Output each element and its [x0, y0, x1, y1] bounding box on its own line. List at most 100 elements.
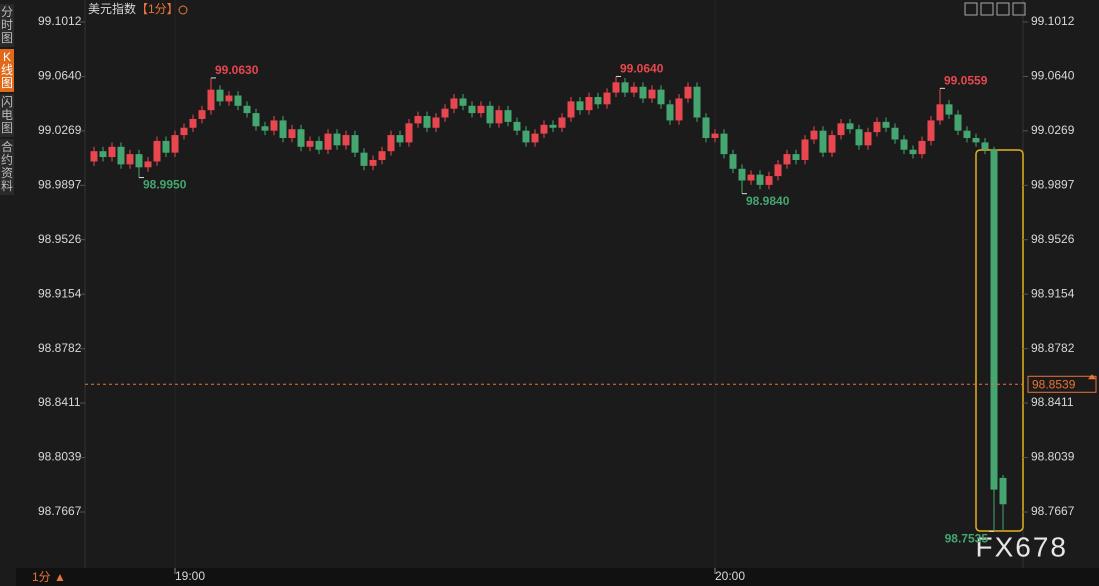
footer-period[interactable]: 1分 ▲ [32, 570, 66, 584]
candle-body [792, 154, 800, 160]
candle-body [279, 120, 287, 139]
candle-body [333, 133, 341, 146]
highlight-box [975, 149, 1024, 532]
candle-body [585, 96, 593, 111]
candle-body [531, 133, 539, 143]
candle-body [324, 133, 332, 150]
candle-body [648, 89, 656, 99]
candle-body [432, 117, 440, 128]
candle-body [261, 126, 269, 131]
candle-body [783, 154, 791, 165]
candle-body [873, 121, 881, 133]
candle-body [198, 110, 206, 119]
annotation: 98.7535 [945, 532, 989, 546]
candle-body [153, 140, 161, 162]
candle-body [639, 86, 647, 99]
candle-body [171, 135, 179, 153]
y2-tick-label: 98.8782 [1031, 341, 1075, 355]
annotation: 98.9950 [143, 178, 187, 192]
candle-body [891, 127, 899, 140]
sidebar-tab[interactable]: 合约资料 [0, 139, 14, 195]
candle-body [450, 98, 458, 109]
candle-body [486, 105, 494, 124]
candle-body [720, 133, 728, 155]
candle-body [189, 118, 197, 128]
candle-body [315, 140, 323, 150]
candle-body [441, 108, 449, 118]
background [16, 0, 1099, 586]
candle-body [864, 132, 872, 146]
tool-button[interactable] [1012, 2, 1026, 16]
candle-body [657, 89, 665, 105]
candle-body [216, 89, 224, 102]
watermark: FX678 [976, 531, 1069, 562]
y-tick-label: 99.0269 [38, 123, 82, 137]
sidebar-tab[interactable]: 闪电图 [0, 94, 14, 137]
candle-body [702, 117, 710, 139]
candle-body [756, 174, 764, 185]
candle-body [882, 121, 890, 128]
annotation: 99.0630 [215, 63, 259, 77]
time-axis-bar [16, 568, 1099, 586]
y-tick-label: 98.8039 [38, 450, 82, 464]
y-tick-label: 99.1012 [38, 14, 82, 28]
candle-body [612, 82, 620, 93]
y2-tick-label: 99.0640 [1031, 69, 1075, 83]
candle-body [666, 104, 674, 121]
candle-body [747, 174, 755, 181]
sidebar-tab[interactable]: 分时图 [0, 4, 14, 47]
y2-tick-label: 98.9897 [1031, 178, 1075, 192]
y2-tick-label: 98.8411 [1031, 395, 1074, 409]
x-tick-label: 19:00 [175, 569, 205, 583]
y-tick-label: 99.0640 [38, 69, 82, 83]
candle-body [459, 98, 467, 106]
candle-body [477, 105, 485, 114]
annotation: 99.0559 [944, 74, 988, 88]
candle-body [549, 124, 557, 128]
candle-body [810, 130, 818, 140]
candle-body [360, 152, 368, 166]
candle-body [306, 140, 314, 147]
candle-body [252, 113, 260, 127]
y-tick-label: 98.8411 [38, 395, 81, 409]
tool-button[interactable] [964, 2, 978, 16]
candle-body [99, 151, 107, 158]
candle-body [495, 110, 503, 124]
candle-body [468, 105, 476, 114]
y2-tick-label: 98.9526 [1031, 232, 1075, 246]
tool-button[interactable] [996, 2, 1010, 16]
candle-body [225, 95, 233, 102]
last-price-arrow [1088, 374, 1096, 380]
candle-body [801, 139, 809, 160]
candle-body [855, 129, 863, 146]
candle-body [270, 120, 278, 131]
candle-body [999, 477, 1007, 505]
y2-tick-label: 99.1012 [1031, 14, 1075, 28]
y-tick-label: 98.7667 [38, 504, 82, 518]
candle-body [108, 146, 116, 158]
add-icon[interactable] [178, 5, 188, 15]
candle-body [288, 129, 296, 139]
candle-body [351, 135, 359, 153]
candle-body [927, 120, 935, 141]
candle-body [837, 123, 845, 136]
candle-body [819, 130, 827, 153]
y-tick-label: 98.8782 [38, 341, 82, 355]
sidebar-tab[interactable]: K线图 [0, 49, 14, 92]
candle-body [963, 130, 971, 139]
candle-body [405, 123, 413, 143]
tool-button[interactable] [980, 2, 994, 16]
period[interactable]: 【1分】 [136, 2, 179, 16]
candle-body [378, 151, 386, 160]
candle-body [576, 101, 584, 111]
candle-body [162, 140, 170, 153]
candle-body [567, 101, 575, 118]
last-price-box [1027, 375, 1097, 393]
y2-tick-label: 99.0269 [1031, 123, 1075, 137]
chart-title: 美元指数 [88, 1, 136, 16]
candle-body [342, 135, 350, 146]
candle-body [954, 114, 962, 131]
candle-body [909, 149, 917, 155]
